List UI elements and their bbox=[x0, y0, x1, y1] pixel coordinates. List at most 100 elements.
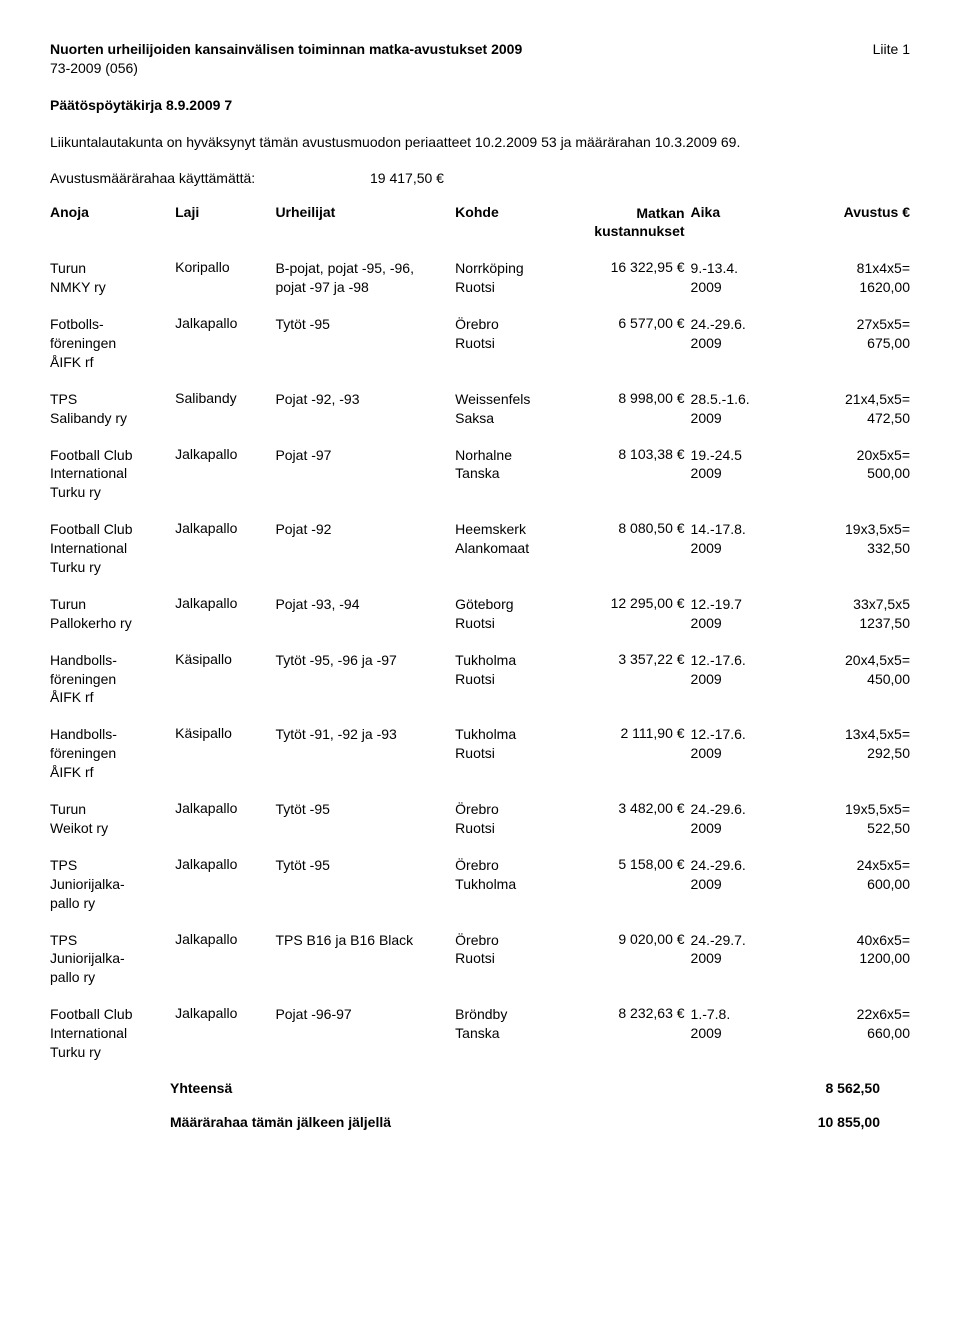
cell-kohde: Tukholma Ruotsi bbox=[455, 725, 575, 763]
cell-urheilijat: Tytöt -95 bbox=[275, 856, 455, 875]
cell-avustus: 81x4x5= 1620,00 bbox=[811, 259, 910, 297]
budget-remaining-amount: 19 417,50 € bbox=[370, 170, 444, 186]
cell-aika: 24.-29.6. 2009 bbox=[691, 315, 811, 353]
cell-anoja: Turun NMKY ry bbox=[50, 259, 175, 297]
cell-laji: Jalkapallo bbox=[175, 520, 275, 536]
cell-urheilijat: Tytöt -91, -92 ja -93 bbox=[275, 725, 455, 744]
cell-anoja: Turun Pallokerho ry bbox=[50, 595, 175, 633]
meeting-ref: Päätöspöytäkirja 8.9.2009 7 bbox=[50, 96, 910, 115]
total-row: Yhteensä 8 562,50 bbox=[50, 1080, 910, 1096]
cell-anoja: Football Club International Turku ry bbox=[50, 1005, 175, 1062]
cell-kohde: Örebro Ruotsi bbox=[455, 931, 575, 969]
cell-aika: 28.5.-1.6. 2009 bbox=[691, 390, 811, 428]
cell-anoja: Football Club International Turku ry bbox=[50, 446, 175, 503]
cell-anoja: Handbolls- föreningen ÅIFK rf bbox=[50, 651, 175, 708]
cell-matkan: 12 295,00 € bbox=[575, 595, 690, 611]
cell-aika: 12.-17.6. 2009 bbox=[691, 651, 811, 689]
budget-remaining-label: Avustusmäärärahaa käyttämättä: bbox=[50, 170, 370, 186]
cell-kohde: Norhalne Tanska bbox=[455, 446, 575, 484]
remaining-value: 10 855,00 bbox=[780, 1114, 880, 1130]
cell-urheilijat: Tytöt -95 bbox=[275, 315, 455, 334]
table-row: Handbolls- föreningen ÅIFK rfKäsipalloTy… bbox=[50, 651, 910, 708]
col-avustus: Avustus € bbox=[811, 204, 910, 242]
cell-avustus: 33x7,5x5 1237,50 bbox=[811, 595, 910, 633]
cell-laji: Jalkapallo bbox=[175, 595, 275, 611]
cell-matkan: 8 998,00 € bbox=[575, 390, 690, 406]
total-label: Yhteensä bbox=[50, 1080, 780, 1096]
cell-laji: Jalkapallo bbox=[175, 931, 275, 947]
table-row: TPS Salibandy rySalibandyPojat -92, -93W… bbox=[50, 390, 910, 428]
cell-kohde: Heemskerk Alankomaat bbox=[455, 520, 575, 558]
cell-anoja: Handbolls- föreningen ÅIFK rf bbox=[50, 725, 175, 782]
total-value: 8 562,50 bbox=[780, 1080, 880, 1096]
cell-matkan: 2 111,90 € bbox=[575, 725, 690, 741]
cell-anoja: Turun Weikot ry bbox=[50, 800, 175, 838]
cell-avustus: 24x5x5= 600,00 bbox=[811, 856, 910, 894]
cell-aika: 12.-17.6. 2009 bbox=[691, 725, 811, 763]
cell-urheilijat: Pojat -96-97 bbox=[275, 1005, 455, 1024]
cell-avustus: 21x4,5x5= 472,50 bbox=[811, 390, 910, 428]
cell-kohde: Örebro Ruotsi bbox=[455, 315, 575, 353]
cell-kohde: Örebro Tukholma bbox=[455, 856, 575, 894]
cell-avustus: 19x3,5x5= 332,50 bbox=[811, 520, 910, 558]
table-row: Turun NMKY ryKoripalloB-pojat, pojat -95… bbox=[50, 259, 910, 297]
cell-laji: Koripallo bbox=[175, 259, 275, 275]
intro-paragraph: Liikuntalautakunta on hyväksynyt tämän a… bbox=[50, 133, 910, 152]
cell-laji: Salibandy bbox=[175, 390, 275, 406]
table-header: Anoja Laji Urheilijat Kohde Matkan kusta… bbox=[50, 204, 910, 242]
liite-label: Liite 1 bbox=[873, 40, 910, 59]
cell-anoja: Fotbolls- föreningen ÅIFK rf bbox=[50, 315, 175, 372]
cell-kohde: Bröndby Tanska bbox=[455, 1005, 575, 1043]
table-row: Turun Pallokerho ryJalkapalloPojat -93, … bbox=[50, 595, 910, 633]
col-aika: Aika bbox=[691, 204, 811, 242]
document-header: Nuorten urheilijoiden kansainvälisen toi… bbox=[50, 40, 910, 78]
cell-avustus: 40x6x5= 1200,00 bbox=[811, 931, 910, 969]
col-laji: Laji bbox=[175, 204, 275, 242]
table-row: Football Club International Turku ryJalk… bbox=[50, 1005, 910, 1062]
cell-laji: Jalkapallo bbox=[175, 856, 275, 872]
cell-urheilijat: Tytöt -95, -96 ja -97 bbox=[275, 651, 455, 670]
reference-number: 73-2009 (056) bbox=[50, 59, 910, 78]
col-kohde: Kohde bbox=[455, 204, 575, 242]
cell-matkan: 3 482,00 € bbox=[575, 800, 690, 816]
col-urheilijat: Urheilijat bbox=[275, 204, 455, 242]
table-row: Football Club International Turku ryJalk… bbox=[50, 446, 910, 503]
cell-matkan: 16 322,95 € bbox=[575, 259, 690, 275]
cell-anoja: TPS Juniorijalka- pallo ry bbox=[50, 856, 175, 913]
table-row: Handbolls- föreningen ÅIFK rfKäsipalloTy… bbox=[50, 725, 910, 782]
cell-anoja: Football Club International Turku ry bbox=[50, 520, 175, 577]
cell-matkan: 5 158,00 € bbox=[575, 856, 690, 872]
cell-matkan: 8 080,50 € bbox=[575, 520, 690, 536]
cell-avustus: 22x6x5= 660,00 bbox=[811, 1005, 910, 1043]
cell-laji: Käsipallo bbox=[175, 725, 275, 741]
cell-aika: 24.-29.6. 2009 bbox=[691, 856, 811, 894]
cell-matkan: 9 020,00 € bbox=[575, 931, 690, 947]
cell-matkan: 8 232,63 € bbox=[575, 1005, 690, 1021]
table-row: TPS Juniorijalka- pallo ryJalkapalloTytö… bbox=[50, 856, 910, 913]
col-anoja: Anoja bbox=[50, 204, 175, 242]
table-row: Fotbolls- föreningen ÅIFK rfJalkapalloTy… bbox=[50, 315, 910, 372]
cell-urheilijat: Pojat -93, -94 bbox=[275, 595, 455, 614]
remaining-label: Määrärahaa tämän jälkeen jäljellä bbox=[50, 1114, 780, 1130]
cell-kohde: Örebro Ruotsi bbox=[455, 800, 575, 838]
table-row: TPS Juniorijalka- pallo ryJalkapalloTPS … bbox=[50, 931, 910, 988]
col-matkan: Matkan kustannukset bbox=[575, 204, 690, 242]
cell-kohde: Norrköping Ruotsi bbox=[455, 259, 575, 297]
table-body: Turun NMKY ryKoripalloB-pojat, pojat -95… bbox=[50, 259, 910, 1062]
cell-laji: Jalkapallo bbox=[175, 800, 275, 816]
cell-avustus: 20x4,5x5= 450,00 bbox=[811, 651, 910, 689]
cell-avustus: 20x5x5= 500,00 bbox=[811, 446, 910, 484]
cell-aika: 1.-7.8. 2009 bbox=[691, 1005, 811, 1043]
cell-aika: 24.-29.7. 2009 bbox=[691, 931, 811, 969]
table-row: Turun Weikot ryJalkapalloTytöt -95Örebro… bbox=[50, 800, 910, 838]
cell-avustus: 13x4,5x5= 292,50 bbox=[811, 725, 910, 763]
cell-urheilijat: TPS B16 ja B16 Black bbox=[275, 931, 455, 950]
cell-matkan: 6 577,00 € bbox=[575, 315, 690, 331]
cell-avustus: 27x5x5= 675,00 bbox=[811, 315, 910, 353]
cell-laji: Käsipallo bbox=[175, 651, 275, 667]
budget-remaining-row: Avustusmäärärahaa käyttämättä: 19 417,50… bbox=[50, 170, 910, 186]
cell-urheilijat: Pojat -92, -93 bbox=[275, 390, 455, 409]
document-title: Nuorten urheilijoiden kansainvälisen toi… bbox=[50, 40, 522, 59]
cell-urheilijat: Tytöt -95 bbox=[275, 800, 455, 819]
cell-aika: 12.-19.7 2009 bbox=[691, 595, 811, 633]
